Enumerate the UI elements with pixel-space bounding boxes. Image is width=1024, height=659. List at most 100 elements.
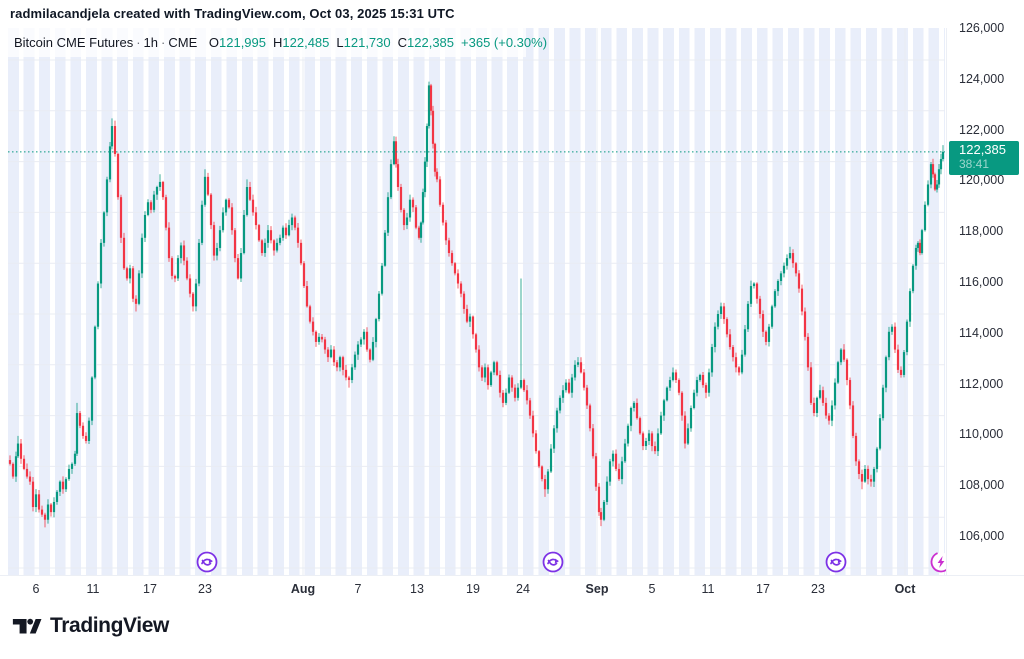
candle-body xyxy=(149,202,153,210)
candle-body xyxy=(683,415,687,444)
candle-body xyxy=(119,197,123,238)
candle-body xyxy=(275,242,279,251)
candle-body xyxy=(941,151,945,160)
candle-body xyxy=(851,405,855,436)
candle-body xyxy=(433,143,437,172)
price-axis[interactable]: 126,000 124,000 122,000 120,000 118,000 116,0… xyxy=(946,21,1024,601)
candle-body xyxy=(146,202,150,215)
candle-body xyxy=(302,263,306,287)
candle-body xyxy=(251,199,255,213)
candle-body xyxy=(629,407,633,426)
candle-body xyxy=(591,428,595,457)
candle-body xyxy=(122,237,126,269)
candle-body xyxy=(671,372,675,381)
symbol-legend[interactable]: Bitcoin CME Futures · 1h · CME O121,995 H122,… xyxy=(14,35,547,50)
chart-plot-area[interactable] xyxy=(8,28,945,575)
candle-body xyxy=(19,443,23,459)
candle-body xyxy=(918,242,922,254)
candle-body xyxy=(64,479,68,490)
candle-body xyxy=(170,258,174,276)
candle-body xyxy=(25,468,29,477)
candle-body xyxy=(779,273,783,281)
contract-rollover-icon[interactable] xyxy=(542,551,564,573)
candle-body xyxy=(561,390,565,398)
contract-rollover-icon[interactable] xyxy=(825,551,847,573)
candle-body xyxy=(911,265,915,292)
candle-body xyxy=(462,293,466,309)
symbol-interval[interactable]: 1h xyxy=(143,35,159,50)
price-tick-label: 112,000 xyxy=(959,376,1004,391)
candle-body xyxy=(320,336,324,340)
price-tick-label: 120,000 xyxy=(959,173,1005,188)
candle-body xyxy=(582,372,586,388)
candle-body xyxy=(105,179,109,213)
time-tick-month-label: Aug xyxy=(290,582,316,596)
candle-body xyxy=(293,217,297,228)
open-value: 121,995 xyxy=(219,35,266,50)
candle-body xyxy=(785,258,789,266)
bar-countdown: 38:41 xyxy=(959,156,990,171)
candle-body xyxy=(191,293,195,307)
candle-body xyxy=(734,357,738,368)
candle-body xyxy=(239,253,243,279)
candle-body xyxy=(833,382,837,406)
candle-body xyxy=(99,242,103,284)
candle-body xyxy=(869,479,873,482)
candle-body xyxy=(350,367,354,381)
candle-body xyxy=(34,494,38,508)
candle-body xyxy=(695,380,699,393)
candle-body xyxy=(419,222,423,238)
candle-body xyxy=(916,242,920,248)
candle-body xyxy=(311,321,315,332)
candle-body xyxy=(221,212,225,231)
candle-body xyxy=(815,397,819,414)
candle-body xyxy=(495,362,499,375)
candle-body xyxy=(800,288,804,312)
candle-body xyxy=(492,362,496,373)
price-tick-label: 118,000 xyxy=(959,224,1004,239)
candle-body xyxy=(746,303,750,330)
candle-body xyxy=(471,316,475,335)
candle-body xyxy=(722,306,726,320)
time-tick-label: 6 xyxy=(32,582,40,596)
tradingview-logo-text[interactable]: TradingView xyxy=(50,614,169,637)
change-value: +365 (+0.30%) xyxy=(461,35,548,50)
candle-body xyxy=(70,463,74,469)
candle-body xyxy=(543,479,547,490)
candle-body xyxy=(884,357,888,388)
candle-body xyxy=(188,278,192,294)
candle-body xyxy=(597,486,601,513)
candle-body xyxy=(749,286,753,304)
candle-body xyxy=(755,283,759,299)
candle-body xyxy=(935,184,939,190)
candle-body xyxy=(632,402,636,408)
candle-body xyxy=(758,298,762,314)
candle-body xyxy=(818,390,822,398)
candle-body xyxy=(914,247,918,266)
candle-body xyxy=(474,334,478,350)
candle-body xyxy=(266,230,270,243)
open-label: O xyxy=(208,35,219,50)
candle-body xyxy=(923,204,927,231)
candle-body xyxy=(857,461,861,475)
price-tick-label: 106,000 xyxy=(959,529,1005,543)
time-tick-label: 11 xyxy=(701,582,715,596)
time-axis[interactable]: 6 11 17 23 Aug 7 13 19 24 Sep 5 11 17 23 Oct xyxy=(0,575,1024,602)
contract-rollover-icon[interactable] xyxy=(196,551,218,573)
candle-body xyxy=(737,367,741,373)
time-tick-label: 13 xyxy=(410,582,424,596)
candle-body xyxy=(152,194,156,210)
candle-body xyxy=(537,451,541,467)
candle-body xyxy=(427,85,431,127)
candle-body xyxy=(617,468,621,480)
candle-body xyxy=(450,253,454,264)
candle-body xyxy=(317,336,321,342)
candle-body xyxy=(290,217,294,226)
candle-body xyxy=(386,197,390,233)
candle-body xyxy=(164,197,168,228)
last-price-value: 122,385 xyxy=(959,141,1006,157)
candle-body xyxy=(125,268,129,279)
symbol-name[interactable]: Bitcoin CME Futures xyxy=(14,35,134,50)
candle-body xyxy=(761,314,765,332)
